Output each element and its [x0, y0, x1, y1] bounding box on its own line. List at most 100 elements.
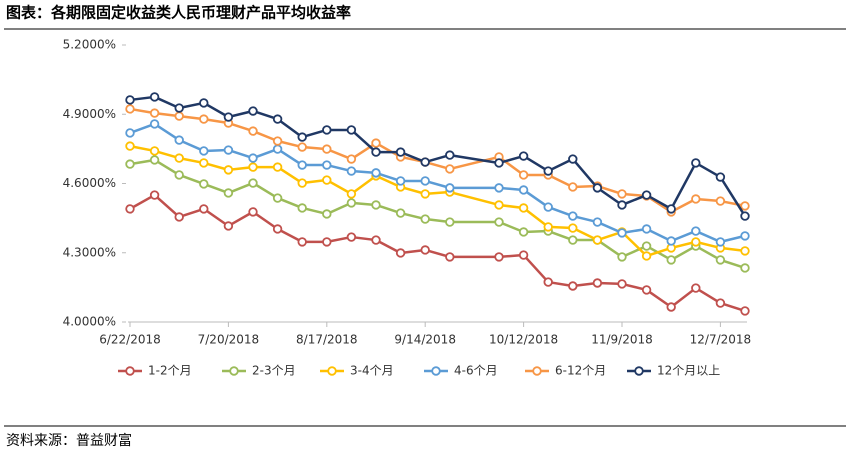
point: [125, 159, 135, 169]
point: [248, 126, 258, 136]
point: [518, 170, 529, 180]
point: [346, 232, 357, 242]
point: [223, 112, 234, 122]
x-tick-label: 9/14/2018: [394, 333, 456, 347]
legend-label: 6-12个月: [555, 364, 606, 378]
point: [272, 136, 283, 146]
legend-marker: [431, 366, 441, 376]
point: [322, 160, 332, 170]
point: [272, 162, 283, 172]
point: [592, 217, 603, 227]
point: [420, 176, 430, 186]
point: [199, 204, 209, 214]
point: [199, 146, 209, 156]
point: [740, 231, 750, 241]
point: [125, 141, 135, 151]
legend-label: 3-4个月: [350, 364, 394, 378]
point: [518, 185, 529, 195]
point: [223, 145, 234, 155]
point: [641, 190, 652, 200]
point: [346, 166, 357, 176]
legend-label: 4-6个月: [454, 364, 498, 378]
point: [445, 217, 455, 227]
point: [445, 150, 455, 160]
point: [199, 179, 209, 189]
point: [297, 237, 307, 247]
point: [346, 154, 357, 164]
point: [543, 222, 553, 232]
point: [617, 279, 627, 289]
point: [322, 144, 332, 154]
point: [691, 283, 701, 293]
point: [199, 114, 209, 124]
point: [297, 160, 307, 170]
point: [494, 252, 504, 262]
point: [617, 189, 627, 199]
point: [125, 128, 135, 138]
point: [149, 146, 160, 156]
point: [174, 153, 184, 163]
point: [346, 189, 357, 199]
point: [568, 223, 578, 233]
point: [420, 157, 430, 167]
point: [641, 241, 652, 251]
point: [322, 125, 332, 135]
point: [715, 196, 726, 206]
point: [223, 165, 234, 175]
point: [568, 154, 578, 164]
point: [248, 162, 258, 172]
point: [568, 235, 578, 245]
point: [297, 142, 307, 152]
series-line: [129, 107, 746, 214]
x-tick-label: 7/20/2018: [198, 333, 260, 347]
point: [297, 203, 307, 213]
point: [740, 211, 750, 221]
point: [346, 125, 357, 135]
point: [568, 211, 578, 221]
series-line: [129, 158, 746, 270]
point: [371, 168, 381, 178]
point: [494, 200, 504, 210]
point: [740, 246, 750, 256]
point: [395, 248, 406, 258]
point: [445, 183, 455, 193]
point: [543, 202, 553, 212]
chart-title: 图表：各期限固定收益类人民币理财产品平均收益率: [6, 4, 351, 22]
legend-marker: [327, 366, 337, 376]
point: [371, 138, 381, 148]
point: [272, 224, 283, 234]
point: [641, 251, 652, 261]
series-line: [129, 122, 746, 244]
point: [715, 298, 726, 308]
point: [691, 158, 701, 168]
source: 资料来源：普益财富: [6, 432, 132, 449]
point: [199, 98, 209, 108]
x-tick-label: 6/22/2018: [99, 333, 161, 347]
point: [715, 172, 726, 182]
point: [395, 147, 406, 157]
point: [617, 200, 627, 210]
legend-label: 2-3个月: [252, 364, 296, 378]
point: [494, 158, 504, 168]
point: [494, 217, 504, 227]
point: [174, 170, 184, 180]
x-tick-label: 12/7/2018: [690, 333, 752, 347]
point: [420, 189, 430, 199]
legend-marker: [125, 366, 135, 376]
point: [592, 278, 603, 288]
point: [149, 108, 160, 118]
point: [740, 306, 750, 316]
point: [322, 209, 332, 219]
point: [568, 281, 578, 291]
point: [149, 119, 160, 129]
point: [371, 235, 381, 245]
point: [125, 95, 135, 105]
point: [592, 183, 603, 193]
point: [666, 302, 676, 312]
point: [494, 183, 504, 193]
point: [543, 166, 553, 176]
point: [543, 277, 553, 287]
point: [592, 235, 603, 245]
point: [149, 155, 160, 165]
